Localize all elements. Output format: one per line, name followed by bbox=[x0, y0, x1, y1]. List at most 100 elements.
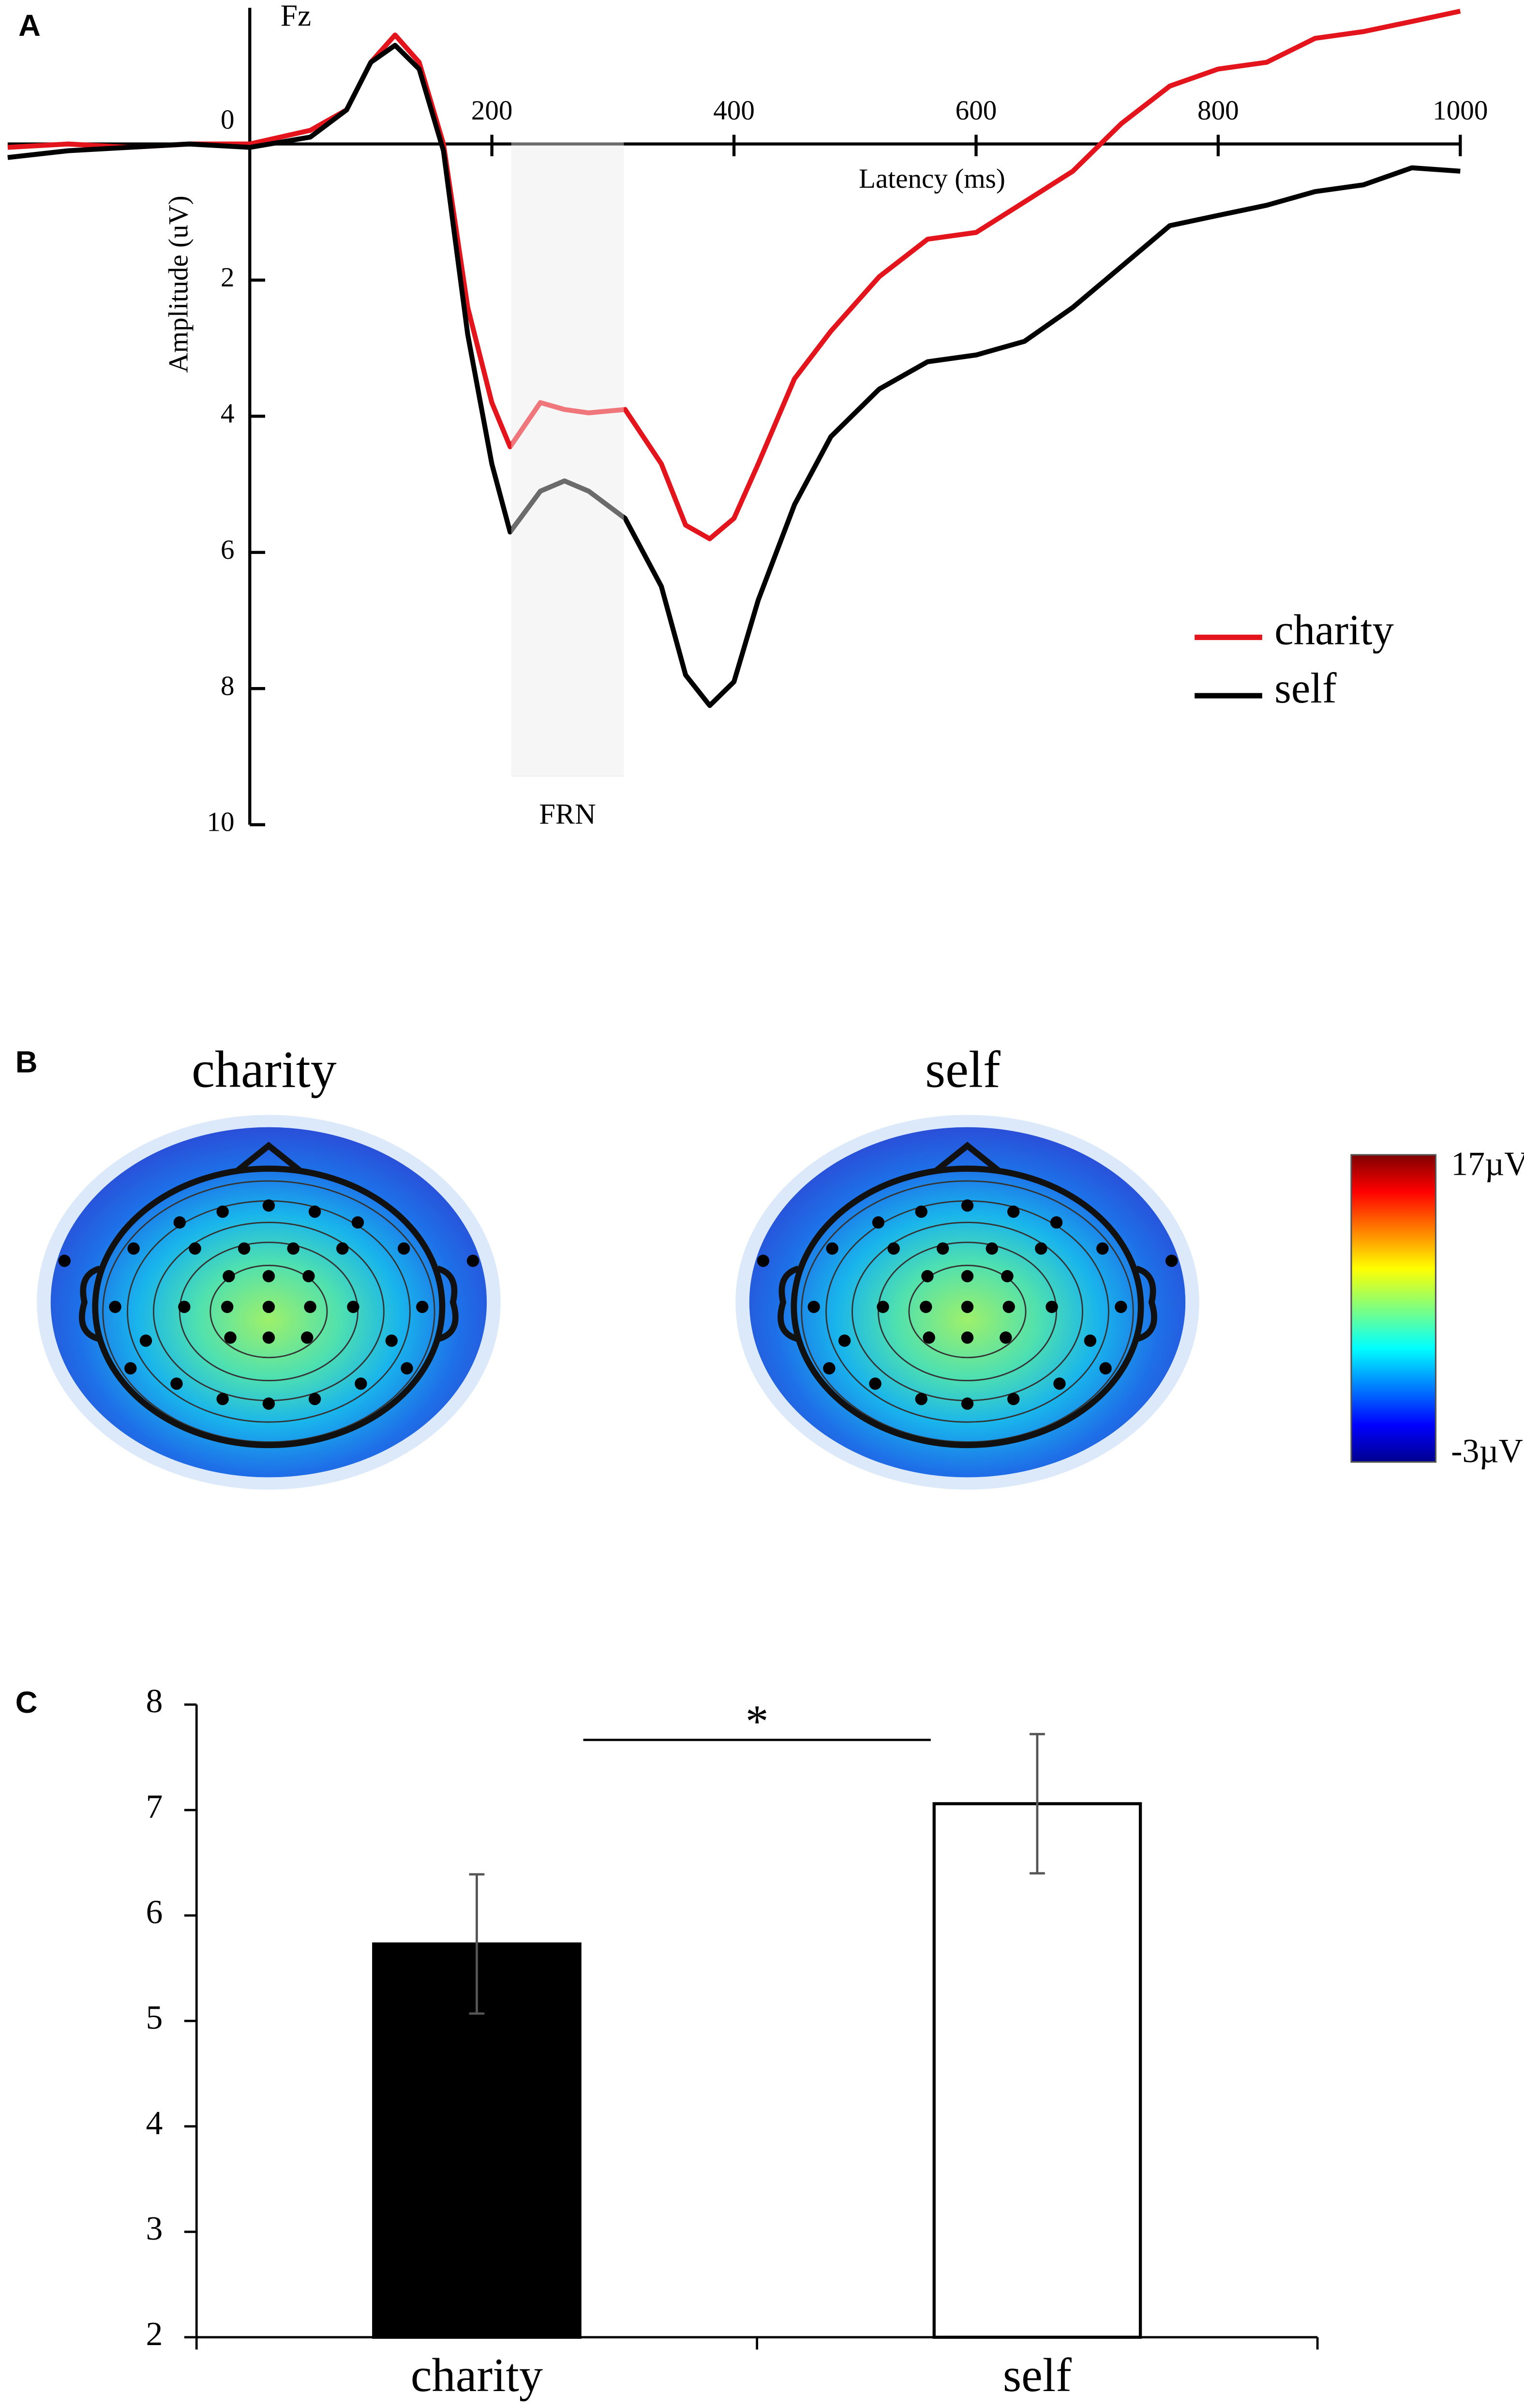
electrode bbox=[221, 1301, 234, 1313]
electrode bbox=[262, 1331, 275, 1344]
electrode bbox=[416, 1301, 429, 1313]
contour bbox=[877, 1241, 1058, 1381]
nose bbox=[236, 1141, 301, 1173]
electrode bbox=[887, 1242, 900, 1255]
panel-label: C bbox=[15, 1686, 38, 1720]
electrode bbox=[877, 1301, 889, 1313]
y-tick-label: 7 bbox=[146, 1788, 163, 1825]
electrode bbox=[351, 1216, 364, 1229]
colorbar bbox=[1350, 1154, 1437, 1463]
electrode bbox=[921, 1270, 934, 1283]
y-tick-label: 2 bbox=[221, 262, 235, 293]
electrode bbox=[355, 1377, 367, 1390]
head bbox=[92, 1166, 446, 1449]
y-tick-label: 4 bbox=[146, 2105, 163, 2142]
head bbox=[791, 1166, 1144, 1449]
electrode bbox=[1099, 1362, 1112, 1375]
ear bbox=[777, 1265, 800, 1342]
electrode bbox=[223, 1270, 235, 1283]
colorbar-label: -3µV bbox=[1451, 1433, 1523, 1470]
electrode bbox=[224, 1331, 237, 1344]
y-tick-label: 6 bbox=[221, 535, 235, 565]
region-veil bbox=[511, 8, 624, 776]
series-line bbox=[7, 43, 1461, 708]
x-tick-label: self bbox=[1003, 2349, 1072, 2402]
electrode bbox=[401, 1362, 413, 1375]
electrode bbox=[124, 1362, 137, 1375]
x-tick-label: 600 bbox=[956, 95, 997, 126]
electrode bbox=[127, 1242, 140, 1255]
electrode bbox=[937, 1242, 949, 1255]
electrode bbox=[1000, 1331, 1012, 1344]
electrode bbox=[216, 1205, 229, 1218]
electrode bbox=[262, 1397, 275, 1410]
electrode bbox=[986, 1242, 998, 1255]
contour bbox=[179, 1241, 359, 1381]
electrode bbox=[173, 1216, 186, 1229]
region-label: FRN bbox=[539, 798, 596, 831]
electrode bbox=[178, 1301, 191, 1313]
ear bbox=[436, 1265, 459, 1342]
electrode bbox=[385, 1334, 398, 1347]
electrode bbox=[872, 1216, 885, 1229]
electrode bbox=[308, 1392, 321, 1406]
y-tick-label: 8 bbox=[221, 671, 235, 701]
electrode bbox=[823, 1362, 836, 1375]
electrode bbox=[757, 1255, 770, 1267]
electrode bbox=[170, 1377, 183, 1390]
y-tick-label: 3 bbox=[146, 2210, 163, 2247]
electrode bbox=[1053, 1377, 1066, 1390]
electrode bbox=[915, 1205, 927, 1218]
electrode bbox=[915, 1392, 927, 1406]
electrode bbox=[920, 1301, 932, 1313]
significance-label: * bbox=[746, 1695, 769, 1747]
x-axis-label: Latency (ms) bbox=[859, 164, 1005, 194]
contour bbox=[908, 1265, 1027, 1359]
electrode bbox=[58, 1255, 71, 1267]
electrode bbox=[1050, 1216, 1063, 1229]
electrode bbox=[826, 1242, 838, 1255]
y-tick-label: 5 bbox=[146, 1999, 163, 2036]
chart-title: Fz bbox=[281, 0, 311, 32]
electrode bbox=[308, 1205, 321, 1218]
contour bbox=[209, 1265, 328, 1359]
electrode bbox=[961, 1331, 974, 1344]
electrode bbox=[466, 1255, 479, 1267]
electrode bbox=[262, 1301, 275, 1313]
electrode bbox=[1115, 1301, 1127, 1313]
electrode bbox=[189, 1242, 201, 1255]
electrode bbox=[1035, 1242, 1047, 1255]
electrode bbox=[1084, 1334, 1097, 1347]
electrode bbox=[262, 1199, 275, 1212]
electrode bbox=[336, 1242, 349, 1255]
electrode bbox=[923, 1331, 935, 1344]
electrode bbox=[302, 1270, 315, 1283]
x-tick-label: 1000 bbox=[1433, 95, 1488, 126]
legend-label: self bbox=[1274, 665, 1337, 712]
electrode bbox=[1096, 1242, 1109, 1255]
x-tick-label: charity bbox=[411, 2349, 543, 2402]
y-tick-label: 8 bbox=[146, 1683, 163, 1720]
electrode bbox=[1165, 1255, 1178, 1267]
electrode bbox=[301, 1331, 314, 1344]
y-tick-label: 6 bbox=[146, 1894, 163, 1931]
map-title: self bbox=[925, 1041, 1001, 1099]
electrode bbox=[109, 1301, 121, 1313]
map-title: charity bbox=[192, 1041, 337, 1099]
x-tick-label: 800 bbox=[1197, 95, 1239, 126]
panel-label: B bbox=[15, 1045, 38, 1079]
electrode bbox=[1007, 1205, 1020, 1218]
y-axis-label: Amplitude (uV) bbox=[164, 195, 194, 373]
x-tick-label: 200 bbox=[471, 95, 513, 126]
electrode bbox=[139, 1334, 152, 1347]
y-tick-label: 10 bbox=[207, 807, 234, 838]
electrode bbox=[262, 1270, 275, 1283]
electrode bbox=[1007, 1392, 1020, 1406]
ear bbox=[79, 1265, 101, 1342]
electrode bbox=[304, 1301, 316, 1313]
electrode bbox=[961, 1270, 974, 1283]
nose bbox=[935, 1141, 1000, 1173]
electrode bbox=[1002, 1301, 1015, 1313]
shaded-region bbox=[511, 144, 624, 777]
